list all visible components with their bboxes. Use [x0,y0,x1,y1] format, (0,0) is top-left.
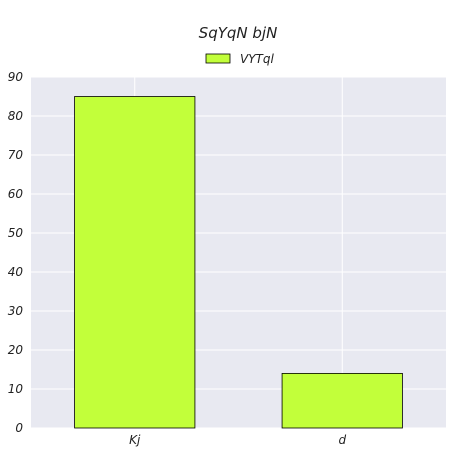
y-tick-label: 0 [15,421,23,435]
x-axis-ticks: Kj d [129,433,346,447]
y-tick-label: 50 [8,226,24,240]
y-tick-label: 60 [8,187,24,201]
chart-title: SqYqN bjN [199,24,278,42]
y-tick-label: 30 [8,304,24,318]
y-tick-label: 40 [8,265,24,279]
y-axis-ticks: 0 10 20 30 40 50 60 70 80 90 [8,70,24,435]
x-tick-label: Kj [129,433,141,447]
bar-d [281,372,403,429]
bar-kj [74,96,196,429]
legend: VYTql [205,52,274,66]
y-tick-label: 20 [8,343,24,357]
x-tick-label: d [338,433,346,447]
y-tick-label: 80 [8,109,24,123]
y-tick-label: 70 [8,148,24,162]
legend-swatch [205,53,231,64]
y-tick-label: 10 [8,382,24,396]
legend-label: VYTql [240,52,274,66]
y-tick-label: 90 [8,70,24,84]
bars [74,96,403,429]
